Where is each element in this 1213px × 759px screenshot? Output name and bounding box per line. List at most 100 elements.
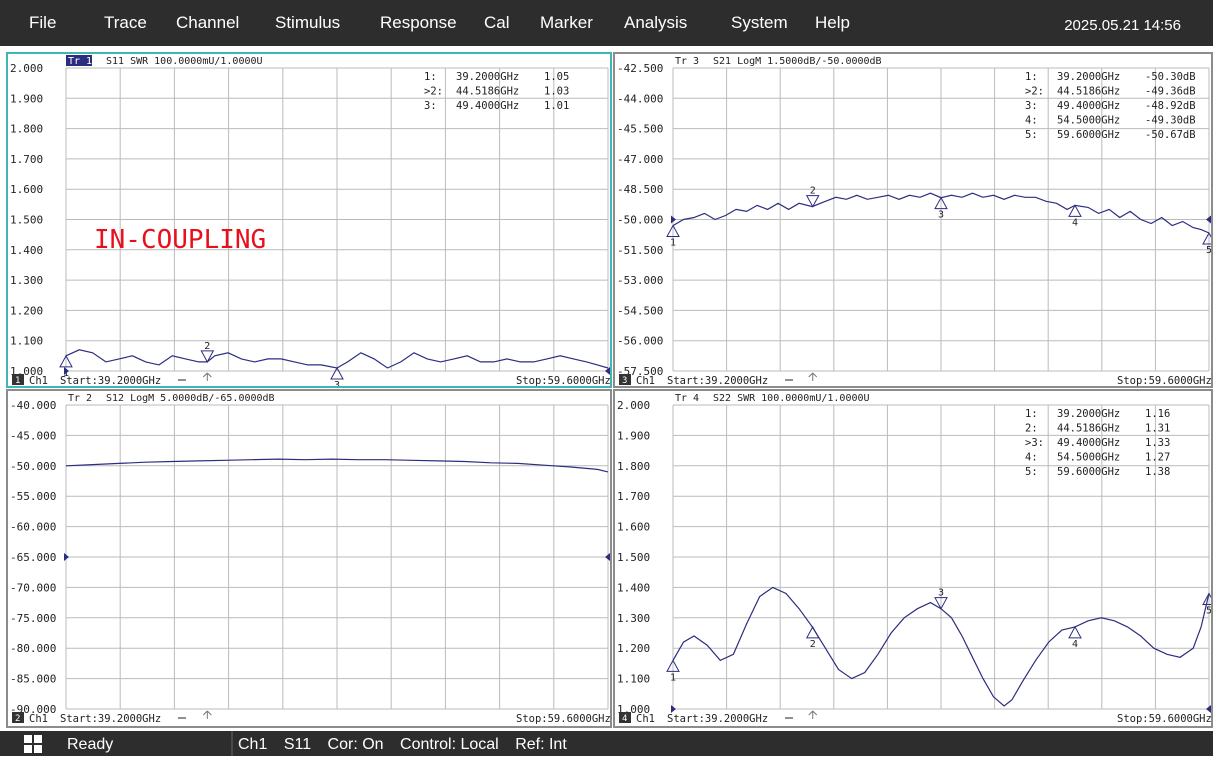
status-divider xyxy=(231,731,233,756)
y-tick-label: -48.500 xyxy=(617,183,663,196)
marker-triangle[interactable] xyxy=(1202,231,1211,245)
marker-readout-freq: 44.5186GHz xyxy=(456,86,519,98)
marker-readout-freq: 44.5186GHz xyxy=(1057,423,1120,435)
trace-label[interactable]: Tr 1 xyxy=(68,56,92,67)
marker-number: 5 xyxy=(1206,245,1211,256)
channel-badge-number: 4 xyxy=(622,714,627,724)
marker-triangle[interactable] xyxy=(1068,204,1082,217)
y-tick-label: -70.000 xyxy=(10,581,56,594)
marker-number: 4 xyxy=(1072,639,1078,650)
channel-label: Ch1 xyxy=(29,713,48,725)
marker-readout-label: >2: xyxy=(424,86,443,98)
status-correction: Cor: On xyxy=(327,736,384,753)
menu-cal[interactable]: Cal xyxy=(484,13,510,32)
start-frequency: Start:39.2000GHz xyxy=(667,713,768,725)
ready-status: Ready xyxy=(67,736,114,753)
ref-arrow-left xyxy=(671,705,676,713)
marker-readout-value: 1.03 xyxy=(544,86,569,98)
marker-readout-value: -49.36dB xyxy=(1145,86,1196,98)
marker-triangle[interactable] xyxy=(1202,592,1211,605)
marker-readout-freq: 39.2000GHz xyxy=(456,71,519,83)
marker-number: 4 xyxy=(1072,217,1078,228)
trace-line xyxy=(65,458,609,473)
marker-triangle[interactable] xyxy=(666,224,680,238)
marker-readout-label: 4: xyxy=(1025,452,1038,464)
ref-arrow-left xyxy=(64,367,69,375)
y-tick-label: -55.000 xyxy=(10,490,56,503)
y-tick-label: -50.000 xyxy=(617,214,663,227)
marker-triangle[interactable] xyxy=(1068,625,1082,639)
marker-readout-freq: 54.5000GHz xyxy=(1057,452,1120,464)
ref-arrow-right xyxy=(605,553,610,561)
marker-readout-label: 1: xyxy=(1025,408,1038,420)
channel-badge xyxy=(619,712,631,723)
y-tick-label: 1.800 xyxy=(617,460,650,473)
marker-readout-label: 3: xyxy=(1025,100,1038,112)
marker-readout-freq: 49.4000GHz xyxy=(1057,100,1120,112)
marker-readout-freq: 59.6000GHz xyxy=(1057,129,1120,141)
chart-svg: 2.000 1.900 1.800 1.700 1.600 1.500 1.400 1.300… xyxy=(617,393,1211,725)
marker-readout-value: -50.30dB xyxy=(1145,71,1196,83)
marker-readout-label: 5: xyxy=(1025,129,1038,141)
y-tick-label: 1.200 xyxy=(617,642,650,655)
menu-trace[interactable]: Trace xyxy=(104,13,147,32)
y-tick-label: -40.000 xyxy=(10,399,56,412)
menu-file[interactable]: File xyxy=(29,13,57,32)
marker-triangle[interactable] xyxy=(666,659,680,672)
marker-triangle[interactable] xyxy=(934,196,948,210)
marker-readout-label: >3: xyxy=(1025,437,1044,449)
marker-triangle[interactable] xyxy=(805,625,820,639)
trace-panel-4[interactable]: 2.000 1.900 1.800 1.700 1.600 1.500 1.400 1.300… xyxy=(613,389,1213,728)
marker-readout-value: -48.92dB xyxy=(1145,100,1196,112)
y-tick-label: -65.000 xyxy=(10,551,56,564)
marker-triangle[interactable] xyxy=(200,350,215,363)
marker-number: 2 xyxy=(204,341,210,352)
menu-stimulus[interactable]: Stimulus xyxy=(275,13,341,32)
windows-start-icon[interactable] xyxy=(24,735,42,753)
marker-readout-freq: 49.4000GHz xyxy=(1057,437,1120,449)
menu-help[interactable]: Help xyxy=(815,13,850,32)
overlay-annotation: IN-COUPLING xyxy=(94,225,266,255)
y-tick-label: -44.000 xyxy=(617,92,663,105)
start-frequency: Start:39.2000GHz xyxy=(60,375,161,386)
marker-readout-value: 1.16 xyxy=(1145,408,1170,420)
trace-label[interactable]: Tr 2 xyxy=(68,393,92,404)
y-tick-label: 1.700 xyxy=(617,490,650,503)
y-tick-label: -42.500 xyxy=(617,62,663,75)
y-tick-label: 1.400 xyxy=(10,244,43,257)
menu-analysis[interactable]: Analysis xyxy=(624,13,688,32)
marker-readout-value: 1.01 xyxy=(544,100,569,112)
y-tick-label: -53.000 xyxy=(617,274,663,287)
trace-header: S12 LogM 5.0000dB/-65.0000dB xyxy=(106,393,275,404)
menu-system[interactable]: System xyxy=(731,13,788,32)
trace-panel-2[interactable]: -40.000 -45.000 -50.000 -55.000 -60.000 -65.0… xyxy=(6,389,612,728)
stop-frequency: Stop:59.6000GHz xyxy=(1117,713,1211,725)
marker-triangle[interactable] xyxy=(805,195,820,208)
marker-number: 5 xyxy=(1206,605,1211,616)
marker-triangle[interactable] xyxy=(934,597,948,610)
trace-label[interactable]: Tr 4 xyxy=(675,393,699,404)
start-frequency: Start:39.2000GHz xyxy=(667,375,768,386)
menu-channel[interactable]: Channel xyxy=(176,13,240,32)
menu-response[interactable]: Response xyxy=(380,13,457,32)
menu-marker[interactable]: Marker xyxy=(540,13,593,32)
marker-triangle[interactable] xyxy=(330,366,344,380)
y-tick-label: 1.100 xyxy=(10,335,43,348)
trace-panel-1[interactable]: 2.000 1.900 1.800 1.700 1.600 1.500 1.400 1.300… xyxy=(6,52,612,388)
stop-frequency: Stop:59.6000GHz xyxy=(516,375,610,386)
status-info: Ch1 S11 Cor: On Control: Local Ref: Int xyxy=(238,731,579,759)
trace-header: S22 SWR 100.0000mU/1.0000U xyxy=(713,393,870,404)
menu-bar: File Trace Channel Stimulus Response Cal… xyxy=(0,0,1213,46)
marker-number: 2 xyxy=(810,639,816,650)
trace-panel-3[interactable]: -42.500 -44.000 -45.500 -47.000 -48.500 -50.0… xyxy=(613,52,1213,388)
marker-number: 3 xyxy=(334,380,340,386)
y-tick-label: 2.000 xyxy=(617,399,650,412)
channel-badge xyxy=(12,374,24,385)
stimulus-arrow-icon xyxy=(202,372,212,381)
marker-number: 3 xyxy=(938,210,944,221)
y-tick-label: -60.000 xyxy=(10,521,56,534)
marker-triangle[interactable] xyxy=(59,354,73,368)
trace-label[interactable]: Tr 3 xyxy=(675,56,699,67)
y-tick-label: 1.900 xyxy=(10,92,43,105)
y-tick-label: -56.000 xyxy=(617,335,663,348)
